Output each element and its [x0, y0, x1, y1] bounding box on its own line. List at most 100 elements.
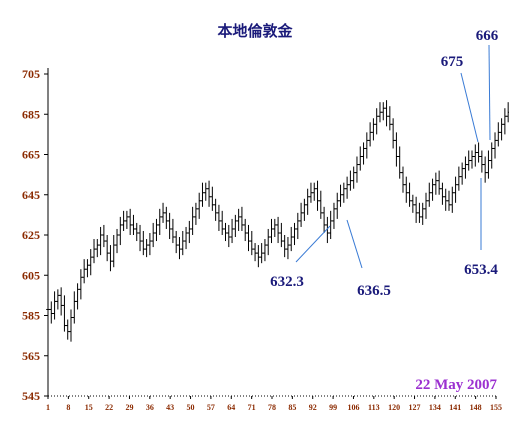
- ohlc-bar: [358, 146, 363, 171]
- x-tick-label: 15: [85, 403, 93, 412]
- annotation-pointer: [295, 225, 331, 263]
- ohlc-bar: [279, 222, 284, 248]
- ohlc-bar: [480, 150, 484, 173]
- ohlc-bar: [299, 202, 303, 227]
- ohlc-bar: [289, 226, 294, 252]
- ohlc-bar: [194, 202, 198, 225]
- y-tick-label: 625: [22, 228, 40, 242]
- ohlc-bar: [499, 118, 504, 141]
- x-tick-label: 85: [288, 403, 296, 412]
- y-tick-label: 665: [22, 148, 40, 162]
- ohlc-bar: [486, 150, 491, 179]
- annotation-label: 666: [476, 28, 499, 44]
- x-tick-label: 113: [368, 403, 380, 412]
- ohlc-bar: [328, 210, 333, 240]
- ohlc-bar: [384, 100, 389, 127]
- x-tick-label: 36: [146, 403, 154, 412]
- x-tick-label: 29: [125, 403, 133, 412]
- ohlc-bar: [503, 108, 507, 135]
- annotation-label: 636.5: [357, 283, 391, 299]
- annotations: 632.3 636.5 675 666 653.4: [270, 28, 499, 299]
- ohlc-bar: [463, 156, 468, 179]
- ohlc-bar: [401, 166, 405, 193]
- ohlc-bar: [105, 235, 109, 262]
- annotation-pointer: [460, 72, 479, 143]
- x-tick-label: 127: [409, 403, 421, 412]
- ohlc-bar: [427, 182, 432, 207]
- x-tick-label: 64: [227, 403, 235, 412]
- ohlc-bar: [131, 214, 136, 235]
- ohlc-bar: [374, 108, 379, 135]
- ohlc-bar: [82, 259, 86, 284]
- y-tick-label: 645: [22, 188, 40, 202]
- x-tick-label: 22: [105, 403, 113, 412]
- ohlc-bar: [187, 220, 192, 244]
- ohlc-bar: [411, 194, 415, 213]
- ohlc-bar: [345, 176, 349, 199]
- x-tick-label: 120: [388, 403, 400, 412]
- ohlc-bar: [121, 210, 126, 231]
- annotation-label: 653.4: [464, 262, 498, 278]
- ohlc-bar: [118, 216, 123, 246]
- y-tick-label: 605: [22, 268, 40, 282]
- ohlc-bar: [440, 182, 445, 205]
- ohlc-bar: [134, 222, 139, 242]
- ohlc-bar: [322, 206, 326, 233]
- ohlc-bar: [470, 150, 474, 169]
- ohlc-bar: [154, 218, 159, 242]
- x-tick-label: 148: [470, 403, 482, 412]
- ohlc-bar: [443, 188, 448, 211]
- ohlc-bar: [483, 156, 487, 183]
- price-bars: [46, 100, 509, 342]
- ohlc-bar: [355, 156, 359, 183]
- ohlc-bar: [312, 182, 317, 201]
- y-tick-label: 585: [22, 309, 40, 323]
- ohlc-bar: [56, 289, 60, 310]
- ohlc-bar: [253, 243, 257, 262]
- ohlc-bar: [65, 319, 70, 340]
- ohlc-bar: [177, 237, 182, 260]
- ohlc-bar: [171, 218, 175, 244]
- chart-title: 本地倫敦金: [217, 22, 293, 40]
- ohlc-bar: [476, 142, 481, 163]
- date-label: 22 May 2007: [415, 377, 497, 393]
- ohlc-bar: [203, 182, 208, 201]
- y-tick-label: 565: [22, 349, 40, 363]
- ohlc-bar: [407, 182, 412, 207]
- y-tick-label: 705: [22, 67, 40, 81]
- x-tick-label: 43: [166, 403, 174, 412]
- ohlc-bar: [269, 218, 274, 244]
- ohlc-bar: [62, 295, 67, 332]
- ohlc-bar: [108, 245, 113, 272]
- ohlc-bar: [59, 287, 63, 316]
- ohlc-bar: [249, 230, 254, 256]
- x-tick-label: 57: [207, 403, 215, 412]
- ohlc-bar: [450, 186, 455, 213]
- ohlc-bar: [348, 170, 353, 191]
- ohlc-bar: [233, 214, 238, 238]
- ohlc-bar: [296, 212, 300, 240]
- ohlc-bar: [259, 243, 264, 264]
- ohlc-bar: [457, 166, 461, 191]
- ohlc-bar: [217, 204, 221, 231]
- ohlc-bar: [397, 146, 402, 179]
- x-tick-label: 50: [187, 403, 195, 412]
- annotation-label: 632.3: [270, 274, 304, 290]
- ohlc-bar: [98, 226, 103, 256]
- ohlc-bar: [236, 208, 241, 231]
- ohlc-bar: [138, 224, 142, 252]
- ohlc-bar: [246, 224, 251, 252]
- ohlc-bar: [88, 249, 93, 276]
- ohlc-bar: [315, 180, 320, 211]
- ohlc-bar: [85, 259, 90, 278]
- ohlc-bar: [437, 170, 441, 195]
- ohlc-bar: [141, 230, 146, 256]
- ohlc-bar: [506, 102, 509, 123]
- ohlc-bar: [157, 208, 162, 235]
- ohlc-bar: [473, 144, 478, 167]
- ohlc-bar: [496, 122, 501, 147]
- ohlc-bar: [79, 269, 83, 300]
- ohlc-bar: [52, 291, 57, 320]
- ohlc-bar: [424, 192, 428, 219]
- ohlc-bar: [371, 118, 376, 141]
